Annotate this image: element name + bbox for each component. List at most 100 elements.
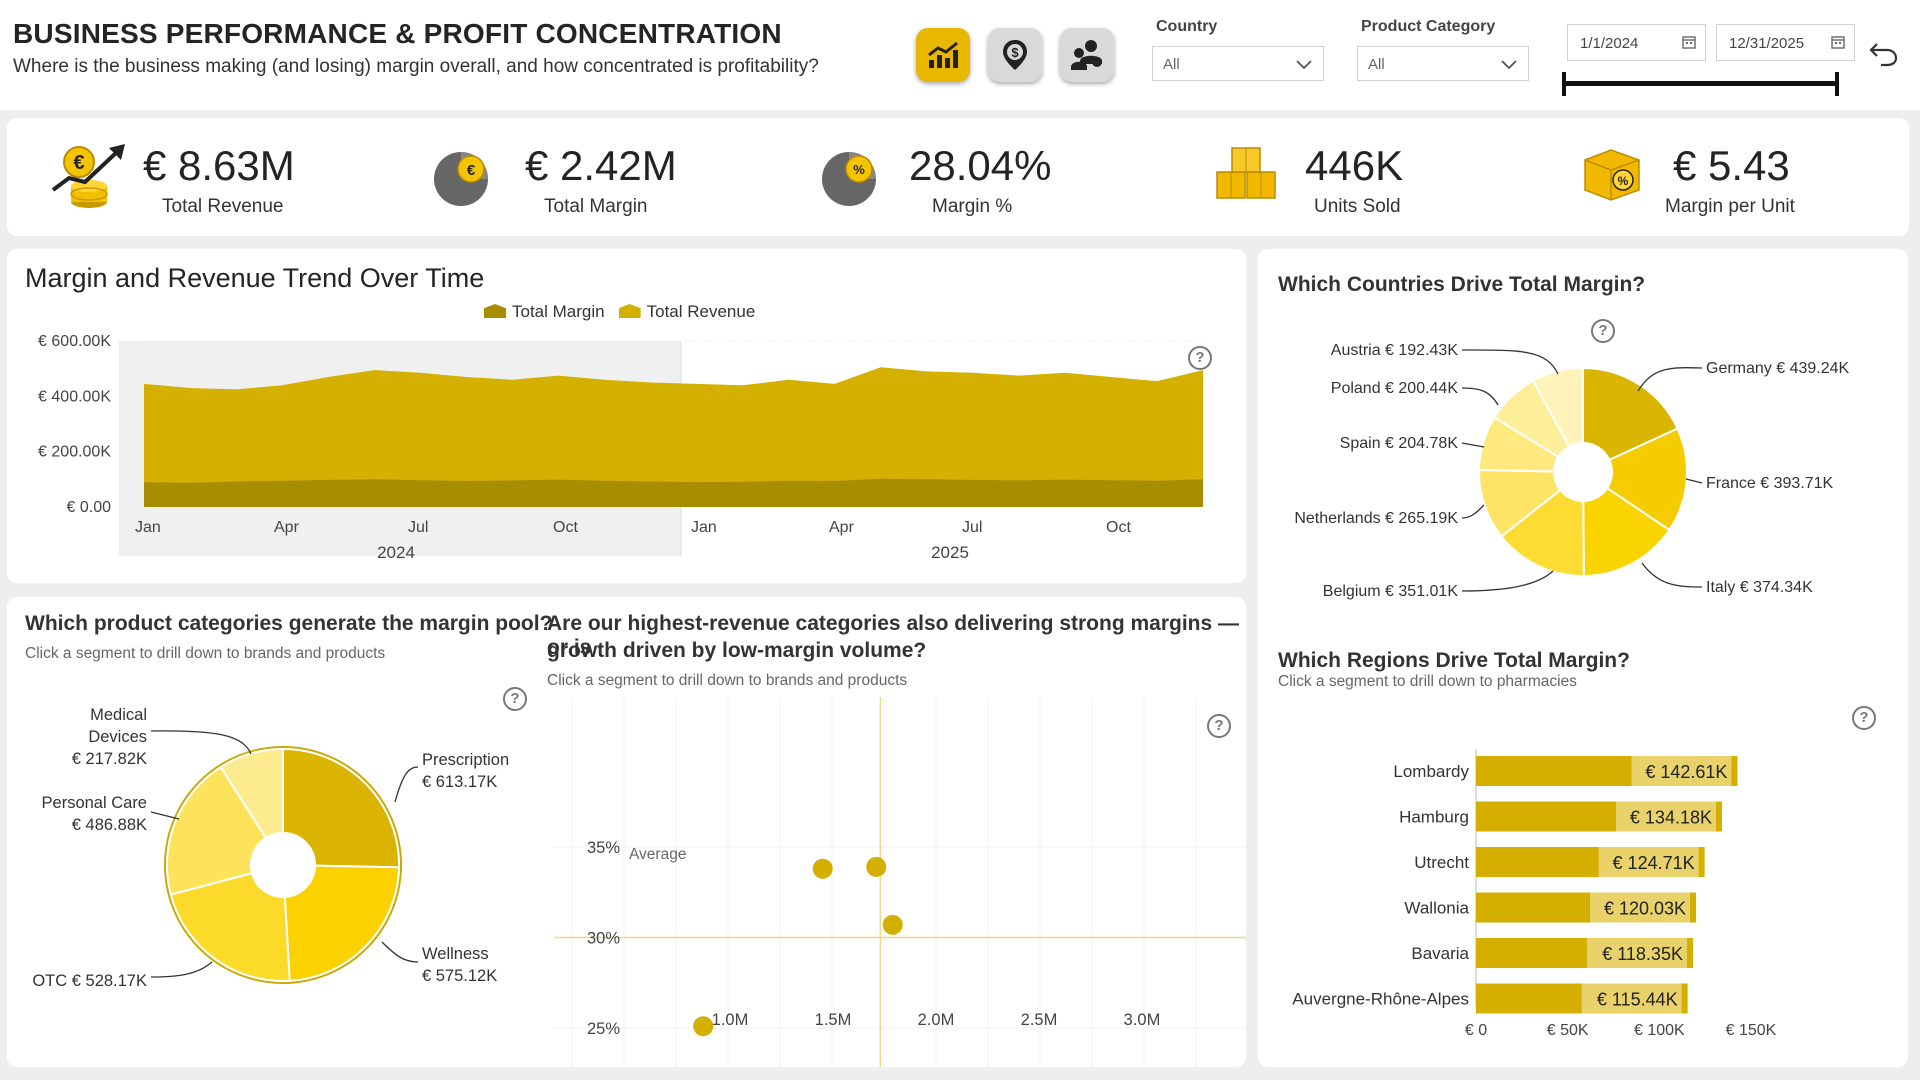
- data-label: Personal Care: [42, 794, 147, 812]
- kpi-value: € 2.42M: [525, 142, 677, 189]
- donut-outline: [164, 746, 402, 984]
- leader-line: [394, 766, 419, 803]
- nav-pricing-button[interactable]: $: [988, 28, 1042, 82]
- categories-subtitle: Click a segment to drill down to brands …: [25, 645, 386, 662]
- x-tick-label: Oct: [1106, 519, 1131, 536]
- nav-performance-button[interactable]: [916, 28, 970, 82]
- help-icon[interactable]: ?: [503, 687, 527, 711]
- data-label: France € 393.71K: [1706, 475, 1834, 492]
- data-label: Austria € 192.43K: [1331, 342, 1459, 359]
- year-label: 2024: [377, 543, 415, 562]
- kpi-label: Units Sold: [1314, 196, 1401, 217]
- kpi-margin-per-unit: % € 5.43 Margin per Unit: [1527, 118, 1907, 236]
- trend-area-chart[interactable]: € 600.00K € 400.00K € 200.00K € 0.00 Jan Apr J…: [7, 249, 1246, 583]
- x-tick-label: Jan: [691, 519, 717, 536]
- date-range-start-handle[interactable]: [1562, 72, 1566, 96]
- data-label: Germany € 439.24K: [1706, 360, 1850, 377]
- scatter-point: [866, 856, 887, 877]
- start-date-input[interactable]: 1/1/2024: [1567, 24, 1706, 61]
- y-tick-label: 25%: [587, 1020, 620, 1038]
- category-slice: [169, 871, 291, 982]
- country-dropdown[interactable]: All: [1152, 46, 1324, 81]
- back-arrow-icon[interactable]: [1867, 38, 1899, 68]
- category-slice: [166, 765, 268, 896]
- data-label: € 575.12K: [422, 967, 497, 985]
- x-tick-label: € 150K: [1726, 1022, 1777, 1039]
- x-tick-label: Jan: [135, 519, 161, 536]
- date-range-end-handle[interactable]: [1835, 72, 1839, 96]
- x-tick-label: Apr: [829, 519, 855, 536]
- leader-line: [1461, 387, 1499, 406]
- data-label: OTC € 528.17K: [32, 972, 147, 990]
- x-tick-label: € 0: [1465, 1022, 1487, 1039]
- bar-value-label: € 134.18K: [1630, 808, 1712, 828]
- category-dropdown[interactable]: All: [1357, 46, 1529, 81]
- chart-icon: [928, 41, 958, 68]
- chevron-down-icon: [1296, 60, 1312, 70]
- bar-value-label: € 142.61K: [1645, 762, 1727, 782]
- country-donut-chart[interactable]: Germany € 439.24K France € 393.71K Italy €…: [1258, 249, 1908, 609]
- category-label: Hamburg: [1399, 808, 1469, 827]
- leader-line: [150, 811, 180, 820]
- page-title: BUSINESS PERFORMANCE & PROFIT CONCENTRAT…: [13, 18, 782, 49]
- kpi-margin-percent: % 28.04% Margin %: [767, 118, 1147, 236]
- country-slicer-label: Country: [1156, 18, 1218, 35]
- leader-line: [1685, 478, 1703, 484]
- regional-card: Which Countries Drive Total Margin? ? Ge…: [1258, 249, 1908, 1067]
- legend-item-revenue[interactable]: Total Revenue: [618, 302, 755, 322]
- country-slice: [1605, 427, 1688, 532]
- report-header: BUSINESS PERFORMANCE & PROFIT CONCENTRAT…: [0, 0, 1920, 110]
- scatter-point: [693, 1016, 714, 1037]
- scatter-point: [812, 858, 833, 879]
- data-label: Belgium € 351.01K: [1323, 583, 1459, 600]
- end-date-input[interactable]: 12/31/2025: [1716, 24, 1855, 61]
- data-label: Devices: [88, 728, 147, 746]
- coins-arrow-icon: €: [51, 144, 125, 208]
- chevron-down-icon: [1501, 60, 1517, 70]
- trend-card: Margin and Revenue Trend Over Time Total…: [7, 249, 1246, 583]
- x-tick-label: Jul: [962, 519, 982, 536]
- y-tick-label: € 400.00K: [38, 388, 111, 405]
- scatter-chart[interactable]: Average 35% 30% 25% 1.0M 1.5M 2.0M 2.5M 3.0M: [7, 597, 1246, 1067]
- region-bar-chart[interactable]: Lombardy € 142.61K Hamburg € 134.18K Utrecht…: [1258, 729, 1908, 1067]
- y-tick-label: 35%: [587, 839, 620, 857]
- help-icon[interactable]: ?: [1591, 319, 1615, 343]
- scatter-point: [882, 914, 903, 935]
- kpi-value: € 8.63M: [143, 142, 295, 189]
- help-icon[interactable]: ?: [1188, 346, 1212, 370]
- category-label: Bavaria: [1411, 944, 1469, 963]
- money-pin-icon: $: [1003, 40, 1027, 70]
- svg-text:$: $: [1011, 45, 1019, 60]
- data-label: Netherlands € 265.19K: [1294, 510, 1458, 527]
- nav-customers-button[interactable]: [1060, 28, 1114, 82]
- x-tick-label: 2.5M: [1021, 1011, 1058, 1029]
- date-range-slider-track[interactable]: [1564, 81, 1838, 86]
- data-label: € 486.88K: [72, 816, 147, 834]
- kpi-label: Margin per Unit: [1665, 196, 1795, 217]
- country-slice: [1582, 486, 1671, 578]
- bar-value-label: € 124.71K: [1613, 853, 1695, 873]
- country-dropdown-value: All: [1163, 56, 1180, 73]
- svg-text:%: %: [1618, 174, 1629, 188]
- kpi-value: € 5.43: [1673, 142, 1790, 189]
- leader-line: [150, 730, 252, 755]
- leader-line: [1461, 442, 1485, 448]
- help-icon[interactable]: ?: [1852, 706, 1876, 730]
- bar-label-bg: [1598, 847, 1699, 877]
- legend-item-margin[interactable]: Total Margin: [484, 302, 605, 322]
- data-label: Medical: [90, 706, 147, 724]
- year-label: 2025: [931, 543, 969, 562]
- bar-value-label: € 120.03K: [1604, 899, 1686, 919]
- data-label: Spain € 204.78K: [1340, 435, 1459, 452]
- help-icon[interactable]: ?: [1207, 714, 1231, 738]
- countries-title: Which Countries Drive Total Margin?: [1278, 273, 1646, 296]
- bar-label-bg: [1615, 801, 1716, 832]
- box-percent-icon: %: [1584, 149, 1640, 201]
- data-label: Poland € 200.44K: [1331, 380, 1459, 397]
- data-label: Wellness: [422, 945, 489, 963]
- pie-euro-icon: €: [434, 152, 488, 206]
- x-tick-label: 2.0M: [918, 1011, 955, 1029]
- bar-value-label: € 115.44K: [1597, 990, 1678, 1010]
- category-donut-chart[interactable]: Prescription € 613.17K Wellness € 575.12K OT…: [7, 597, 537, 1067]
- regions-title: Which Regions Drive Total Margin?: [1278, 649, 1630, 672]
